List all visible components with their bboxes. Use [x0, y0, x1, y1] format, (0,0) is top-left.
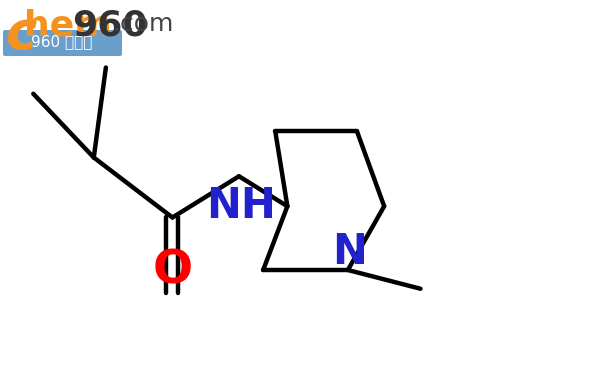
Text: c: c: [5, 8, 36, 60]
Text: N: N: [332, 231, 367, 273]
Text: NH: NH: [206, 185, 276, 227]
Text: O: O: [152, 248, 192, 293]
Text: hem: hem: [24, 8, 112, 42]
Text: 960 化工网: 960 化工网: [31, 34, 93, 49]
Text: .com: .com: [112, 12, 174, 36]
FancyBboxPatch shape: [3, 30, 122, 56]
Text: 960: 960: [72, 8, 148, 42]
